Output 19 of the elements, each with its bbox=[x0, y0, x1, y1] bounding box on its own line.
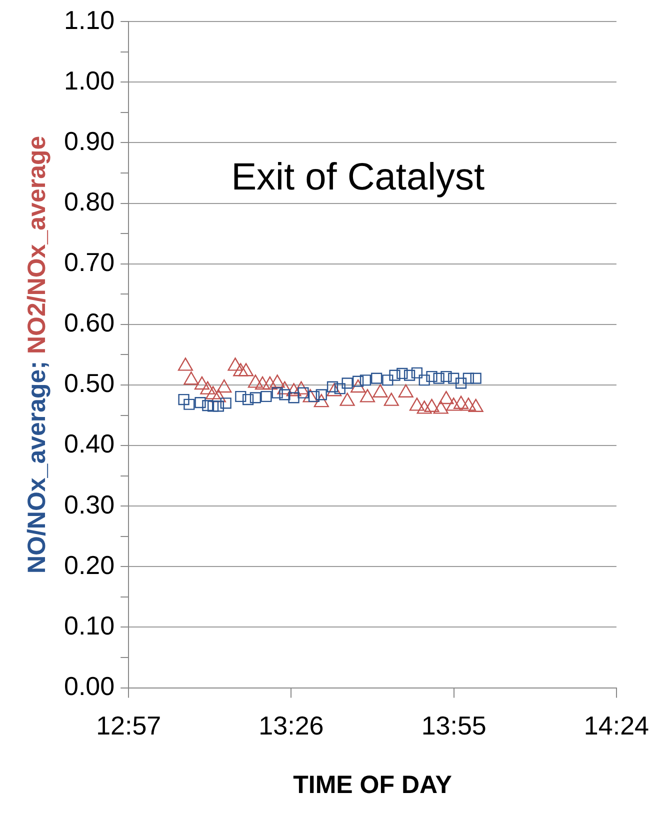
y-tick-label: 0.20 bbox=[64, 550, 115, 580]
y-tick-label: 0.50 bbox=[64, 368, 115, 398]
x-tick-label: 12:57 bbox=[96, 710, 162, 741]
x-tick-label: 13:26 bbox=[258, 710, 324, 741]
y-tick-label: 0.60 bbox=[64, 308, 115, 338]
y-tick-label: 0.30 bbox=[64, 489, 115, 520]
y-axis-title: NO/NOx_average; NO2/NOx_average bbox=[22, 136, 51, 574]
y-tick-label: 0.90 bbox=[64, 126, 115, 156]
y-tick-label: 1.00 bbox=[64, 65, 115, 96]
y-tick-label: 0.80 bbox=[64, 186, 115, 216]
x-tick-label: 13:55 bbox=[421, 710, 486, 741]
y-tick-label: 0.40 bbox=[64, 428, 115, 459]
x-axis-title: TIME OF DAY bbox=[293, 770, 452, 799]
y-tick-label: 0.70 bbox=[64, 247, 115, 278]
x-tick-label: 14:24 bbox=[584, 710, 650, 741]
text: Exit of Catalyst bbox=[231, 156, 486, 199]
y-tick-label: 1.10 bbox=[64, 4, 115, 35]
y-tick-label: 0.00 bbox=[64, 670, 115, 701]
y-tick-label: 0.10 bbox=[64, 610, 115, 640]
